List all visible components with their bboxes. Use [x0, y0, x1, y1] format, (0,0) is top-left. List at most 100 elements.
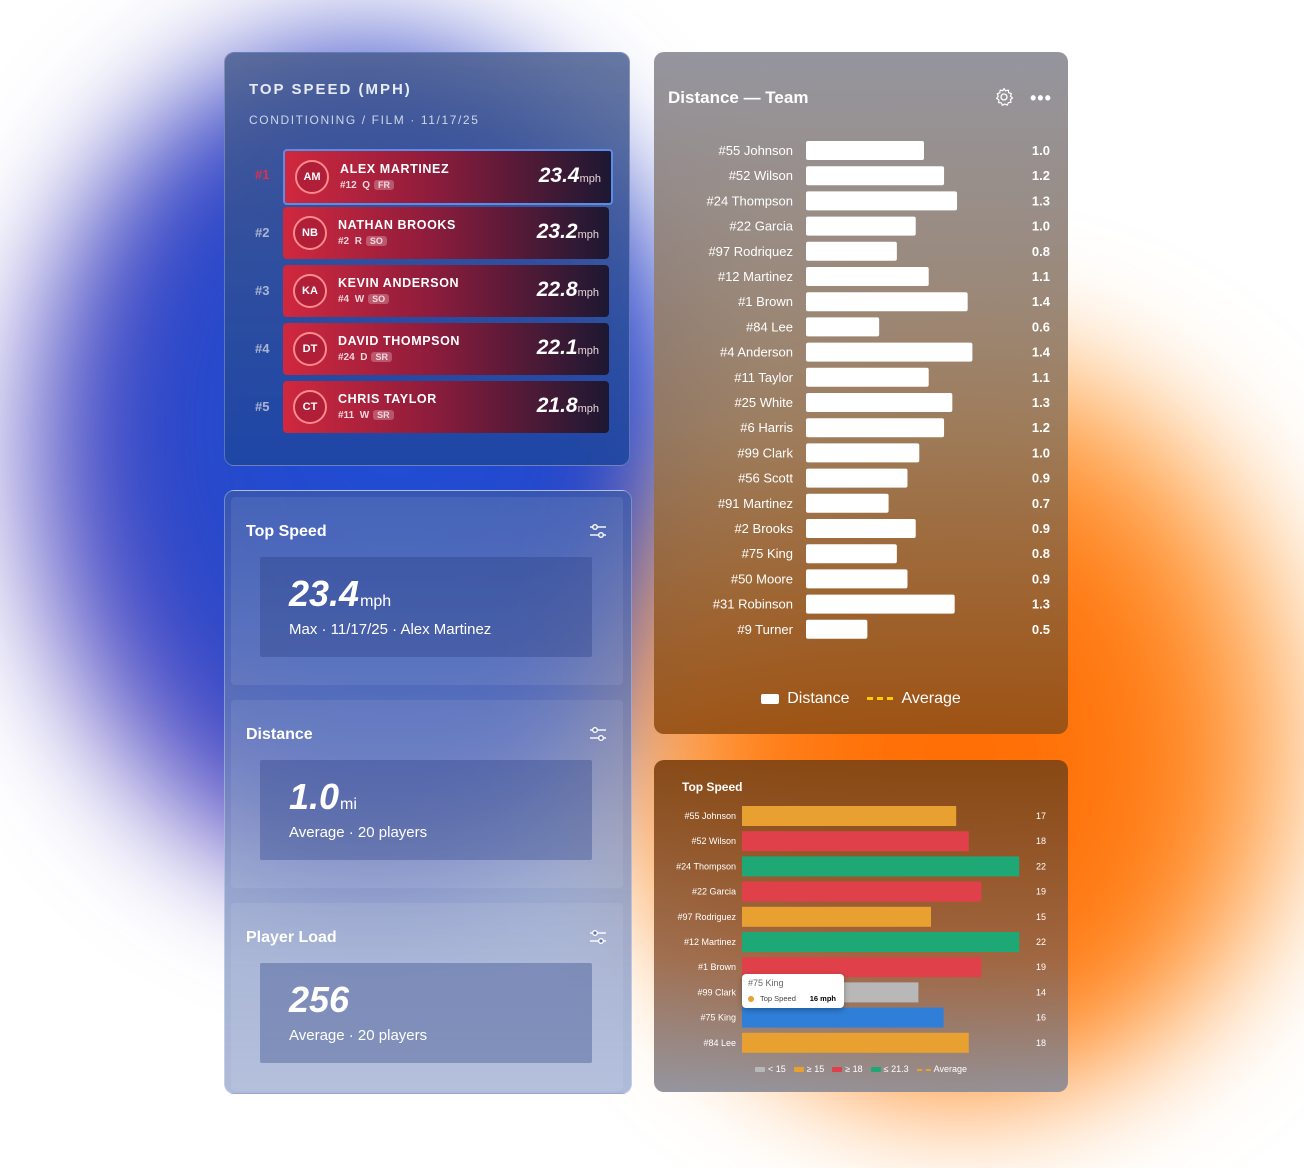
player-card[interactable]: DT DAVID THOMPSON #24 D SR 22.1mph: [283, 323, 609, 375]
distance-bar[interactable]: [806, 342, 973, 362]
player-name: NATHAN BROOKS: [338, 218, 456, 232]
distance-bar[interactable]: [806, 166, 945, 186]
distance-bar[interactable]: [806, 569, 908, 589]
leaderboard-row[interactable]: #1 AM ALEX MARTINEZ #12 Q FR 23.4mph: [225, 149, 629, 205]
data-label: 1.0: [1032, 445, 1050, 460]
rank-label: #1: [255, 167, 270, 182]
metric-value: 23.4mph: [289, 573, 391, 615]
distance-bar[interactable]: [806, 443, 920, 463]
rank-label: #2: [255, 225, 270, 240]
player-meta: #11 W SR: [338, 410, 394, 421]
distance-bar[interactable]: [806, 141, 924, 160]
legend-swatch: [870, 1067, 881, 1073]
category-label: #97 Rodriquez: [708, 244, 793, 259]
legend-distance-swatch: [761, 693, 780, 704]
distance-bar[interactable]: [806, 367, 929, 387]
distance-bar[interactable]: [806, 468, 908, 488]
distance-bar[interactable]: [806, 418, 945, 438]
metric-cards: Top Speed 23.4mph Max · 11/17/25 · Alex Ma…: [224, 490, 632, 1094]
metric-card-top-speed: Top Speed 23.4mph Max · 11/17/25 · Alex Ma…: [231, 497, 623, 685]
distance-bar-chart: #55 Johnson 1.0 #52 Wilson 1.2 #24 Thompson 1…: [707, 141, 1051, 639]
distance-bar[interactable]: [806, 594, 955, 614]
legend-item-average: Average: [916, 1064, 967, 1074]
metric-value-box: 23.4mph Max · 11/17/25 · Alex Martinez: [260, 557, 592, 657]
sliders-icon[interactable]: [589, 523, 607, 539]
speed-value: 22.8mph: [537, 278, 599, 302]
rank-label: #3: [255, 283, 270, 298]
speed-unit: mph: [577, 345, 599, 357]
data-label: 0.6: [1032, 319, 1050, 334]
sliders-icon[interactable]: [589, 929, 607, 945]
distance-bar[interactable]: [806, 393, 953, 412]
category-label: #1 Brown: [698, 962, 736, 972]
leaderboard-title: TOP SPEED (MPH): [249, 81, 412, 98]
player-card[interactable]: AM ALEX MARTINEZ #12 Q FR 23.4mph: [283, 149, 613, 205]
class-badge: SO: [365, 236, 387, 246]
speed-bar[interactable]: [742, 1007, 944, 1028]
legend-average-label: Average: [933, 1064, 967, 1074]
speed-bar[interactable]: [742, 1032, 969, 1053]
category-label: #99 Clark: [697, 987, 736, 997]
speed-bar[interactable]: [742, 831, 969, 852]
speed-bar[interactable]: [742, 881, 982, 902]
player-card[interactable]: KA KEVIN ANDERSON #4 W SO 22.8mph: [283, 265, 609, 317]
distance-bar[interactable]: [806, 267, 929, 286]
player-meta: #2 R SO: [338, 236, 387, 247]
distance-bar[interactable]: [806, 493, 889, 513]
distance-bar[interactable]: [806, 317, 880, 337]
data-label: 1.3: [1032, 597, 1050, 612]
data-label: 1.1: [1032, 370, 1050, 385]
player-card[interactable]: CT CHRIS TAYLOR #11 W SR 21.8mph: [283, 381, 609, 433]
distance-bar[interactable]: [806, 544, 897, 564]
speed-bar[interactable]: [742, 957, 982, 978]
speed-bar[interactable]: [742, 932, 1020, 952]
metric-number: 256: [289, 979, 350, 1020]
avatar: KA: [293, 274, 327, 308]
speed-value: 21.8mph: [537, 394, 599, 418]
distance-bar[interactable]: [806, 191, 958, 211]
sliders-icon[interactable]: [589, 726, 607, 742]
player-name: KEVIN ANDERSON: [338, 276, 460, 290]
speed-bar[interactable]: [742, 856, 1020, 877]
metric-title: Player Load: [246, 929, 337, 946]
speed-bar[interactable]: [742, 906, 931, 927]
legend-swatch: [754, 1067, 765, 1073]
top-speed-panel: Top Speed #55 Johnson 17 #52 Wilson 18 #24 T…: [654, 760, 1068, 1092]
distance-bar[interactable]: [806, 519, 916, 538]
player-card[interactable]: NB NATHAN BROOKS #2 R SO 23.2mph: [283, 207, 609, 259]
data-label: 22: [1036, 937, 1046, 947]
distance-bar[interactable]: [806, 216, 916, 236]
legend-item: < 15: [754, 1064, 786, 1074]
data-label: 1.2: [1032, 168, 1050, 183]
speed-number: 23.4: [538, 164, 580, 187]
data-label: 1.3: [1032, 193, 1050, 208]
category-label: #9 Turner: [737, 622, 793, 637]
category-label: #56 Scott: [738, 471, 793, 486]
leaderboard-row[interactable]: #3 KA KEVIN ANDERSON #4 W SO 22.8mph: [225, 265, 629, 317]
avatar: NB: [293, 216, 327, 250]
distance-bar[interactable]: [806, 619, 868, 639]
leaderboard-row[interactable]: #4 DT DAVID THOMPSON #24 D SR 22.1mph: [225, 323, 629, 375]
category-label: #6 Harris: [740, 420, 793, 435]
metric-value: 1.0mi: [289, 776, 357, 818]
top-speed-panel-title: Top Speed: [682, 780, 743, 794]
legend-swatch: [832, 1067, 843, 1073]
data-label: 1.2: [1032, 420, 1050, 435]
distance-bar[interactable]: [806, 241, 897, 261]
data-label: 19: [1036, 962, 1046, 972]
metric-caption: Average · 20 players: [289, 1027, 428, 1044]
legend-label: < 15: [767, 1064, 786, 1074]
metric-card-distance: Distance 1.0mi Average · 20 players: [231, 700, 623, 888]
class-badge: SR: [371, 352, 392, 362]
leaderboard-row[interactable]: #2 NB NATHAN BROOKS #2 R SO 23.2mph: [225, 207, 629, 259]
class-badge: FR: [374, 180, 395, 190]
legend-average-swatch: [867, 697, 894, 701]
data-label: 0.8: [1032, 244, 1050, 259]
speed-bar[interactable]: [742, 806, 957, 826]
more-icon[interactable]: •••: [1030, 88, 1052, 108]
top-speed-legend: < 15 ≥ 15 ≥ 18 ≤ 21.3 Average: [654, 1064, 1068, 1074]
gear-icon[interactable]: [994, 87, 1014, 107]
leaderboard-row[interactable]: #5 CT CHRIS TAYLOR #11 W SR 21.8mph: [225, 381, 629, 433]
distance-bar[interactable]: [806, 292, 968, 312]
speed-value: 23.4mph: [539, 164, 601, 188]
